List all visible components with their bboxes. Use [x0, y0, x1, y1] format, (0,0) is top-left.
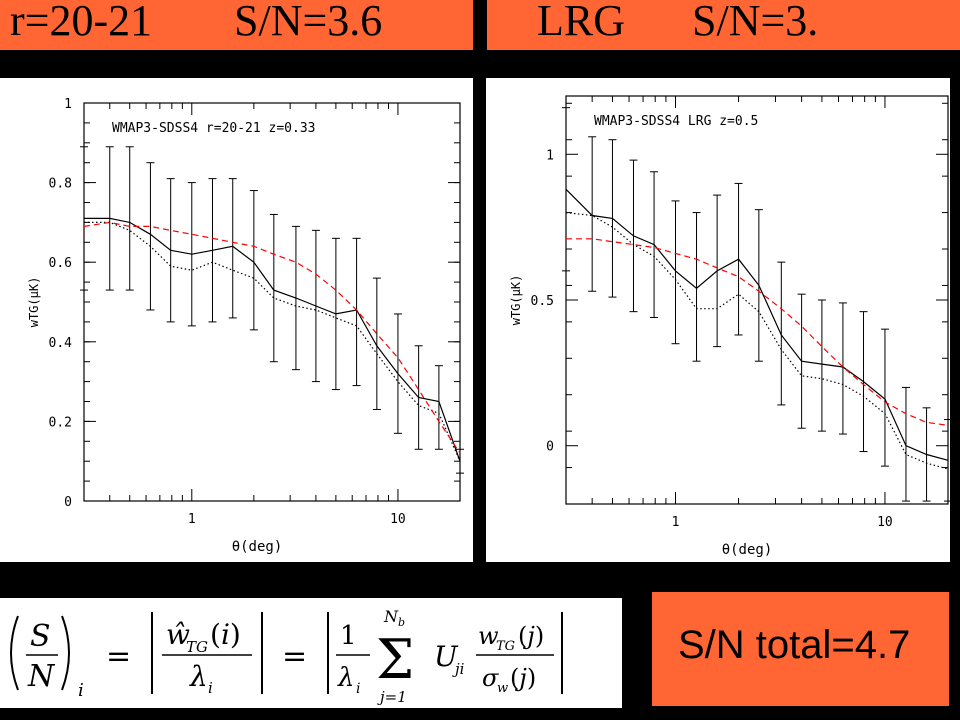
series-line-dotted: [84, 221, 461, 462]
formula-lhs-sub: i: [78, 680, 84, 701]
right-banner-sn: S/N=3.: [692, 0, 819, 45]
plot-frame: [83, 102, 461, 502]
chart-annotation: WMAP3-SDSS4 r=20-21 z=0.33: [112, 121, 316, 136]
series-line-solid: [565, 188, 949, 461]
svg-text:Σ: Σ: [376, 628, 414, 691]
svg-text:σ: σ: [482, 664, 499, 692]
svg-text:i: i: [208, 679, 213, 697]
y-tick-label: 0.4: [49, 336, 73, 351]
left-chart: 0 0.2 0.4 0.6 0.8 1 1 10 θ(deg) wTG(μK) WMAP3-SDSS…: [27, 97, 464, 555]
plot-frame: [565, 95, 949, 505]
right-banner-sample: LRG: [537, 0, 625, 45]
right-title-banner: LRG S/N=3.: [487, 0, 960, 50]
svg-text:w: w: [497, 681, 508, 696]
total-sn-text: S/N total=4.7: [678, 623, 911, 667]
series-line-solid: [84, 217, 461, 462]
svg-text:w: w: [478, 622, 499, 650]
svg-text:N: N: [27, 659, 56, 694]
left-title-banner: r=20-21 S/N=3.6: [0, 0, 473, 50]
svg-text:λ: λ: [337, 663, 354, 693]
svg-text:(j): (j): [510, 664, 536, 692]
left-chart-panel: 0 0.2 0.4 0.6 0.8 1 1 10 θ(deg) wTG(μK) WMAP3-SDSS…: [0, 78, 473, 562]
y-tick-label: 0.6: [49, 256, 72, 271]
y-tick-label: 0.2: [49, 415, 72, 430]
y-tick-label: 0.8: [49, 177, 72, 192]
svg-text:U: U: [434, 640, 459, 673]
right-chart: 0 0.5 1 1 10 θ(deg) wTG(μK) WMAP3-SDSS4 LRG z=0…: [509, 95, 950, 558]
y-tick-label: 1: [64, 97, 72, 112]
svg-text:TG: TG: [496, 639, 515, 654]
left-banner-sample: r=20-21: [10, 0, 153, 45]
svg-text:λ: λ: [189, 660, 208, 693]
svg-text:i: i: [356, 681, 360, 697]
series-line-dashed: [566, 238, 949, 426]
y-tick-label: 1: [546, 148, 554, 163]
series-line-dotted: [565, 212, 949, 470]
svg-text:(i): (i): [210, 618, 241, 651]
total-sn-box: S/N total=4.7: [652, 592, 949, 706]
svg-text:=: =: [282, 639, 307, 674]
svg-text:ŵ: ŵ: [166, 618, 190, 651]
left-banner-sn: S/N=3.6: [234, 0, 383, 45]
series-line-dashed: [83, 221, 461, 454]
sn-formula: S N i = ŵ TG (i) λ i = 1 λ i Nb Σ j=1 U: [0, 598, 622, 708]
svg-text:S: S: [30, 619, 51, 654]
x-axis-label: θ(deg): [232, 539, 283, 555]
x-axis-label: θ(deg): [722, 542, 773, 558]
x-tick-label: 1: [672, 515, 680, 530]
svg-text:TG: TG: [186, 638, 208, 656]
y-tick-label: 0.5: [531, 294, 554, 309]
right-chart-panel: 0 0.5 1 1 10 θ(deg) wTG(μK) WMAP3-SDSS4 LRG z=0…: [486, 78, 950, 562]
x-tick-label: 10: [390, 512, 406, 527]
svg-text:1: 1: [340, 621, 357, 651]
sum-upper: Nb: [383, 607, 405, 629]
chart-annotation: WMAP3-SDSS4 LRG z=0.5: [594, 114, 758, 129]
svg-text:=: =: [106, 639, 131, 674]
formula-graphic: S N i = ŵ TG (i) λ i = 1 λ i Nb Σ j=1 U: [10, 607, 563, 706]
svg-text:(j): (j): [518, 622, 544, 650]
x-tick-label: 1: [188, 512, 196, 527]
y-axis-label: wTG(μK): [509, 275, 523, 326]
svg-text:ji: ji: [452, 660, 465, 678]
x-tick-label: 10: [877, 515, 893, 530]
y-axis-label: wTG(μK): [27, 277, 41, 328]
y-tick-label: 0: [546, 440, 554, 455]
y-tick-label: 0: [64, 495, 72, 510]
sum-lower: j=1: [377, 688, 407, 706]
